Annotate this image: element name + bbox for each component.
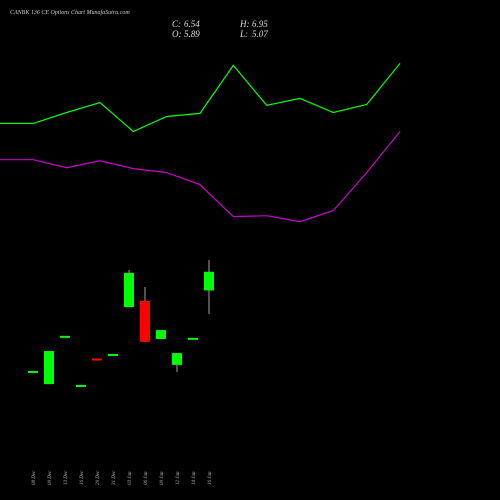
summary-label: O: xyxy=(172,29,182,39)
candle-body xyxy=(172,353,182,365)
candle-body xyxy=(108,353,118,356)
x-tick-label: 14 Jan xyxy=(192,471,197,485)
candle-body xyxy=(60,335,70,338)
candle-body xyxy=(124,272,134,308)
candle-body xyxy=(92,358,102,361)
candle-body xyxy=(204,271,214,291)
x-tick-label: 09 Jan xyxy=(160,471,165,485)
summary-label: L: xyxy=(239,29,248,39)
summary-value: 5.07 xyxy=(252,29,268,39)
x-tick-label: 16 Jan xyxy=(208,471,213,485)
x-tick-label: 29 Dec xyxy=(96,470,101,485)
candle-body xyxy=(156,330,166,339)
indicator-line xyxy=(0,131,401,223)
candle-body xyxy=(188,337,198,340)
summary-value: 6.54 xyxy=(184,19,200,29)
summary-label: C: xyxy=(172,19,181,29)
summary-value: 6.95 xyxy=(252,19,268,29)
x-tick-label: 08 Dec xyxy=(32,470,37,485)
chart-title: CANBK 136 CE Options Chart MunafaSutra.c… xyxy=(10,9,130,16)
x-tick-label: 03 Jan xyxy=(128,471,133,485)
x-tick-label: 06 Jan xyxy=(144,471,149,485)
candle-body xyxy=(140,301,150,342)
x-tick-label: 16 Dec xyxy=(80,470,85,485)
summary-value: 5.89 xyxy=(184,29,200,39)
x-tick-label: 31 Dec xyxy=(112,470,117,485)
summary-label: H: xyxy=(239,19,250,29)
x-tick-label: 09 Dec xyxy=(48,470,53,485)
candle-body xyxy=(28,370,38,373)
x-tick-label: 12 Jan xyxy=(176,471,181,485)
candle-body xyxy=(76,384,86,387)
indicator-line xyxy=(0,63,401,133)
x-tick-label: 13 Dec xyxy=(64,470,69,485)
candle-body xyxy=(44,351,54,385)
